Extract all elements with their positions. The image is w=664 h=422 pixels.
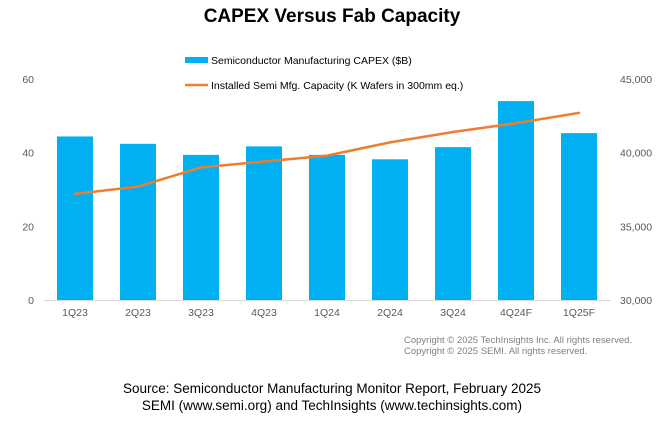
capex-bar-2q24 bbox=[372, 159, 408, 300]
x-axis-tick-label: 4Q24F bbox=[500, 307, 532, 319]
chart-canvas: Semiconductor Manufacturing CAPEX ($B) I… bbox=[22, 55, 652, 319]
capex-bar-4q24f bbox=[498, 101, 534, 300]
right-axis-tick-label: 40,000 bbox=[620, 148, 652, 160]
left-axis-tick-label: 20 bbox=[22, 221, 34, 233]
copyright-semi: Copyright © 2025 SEMI. All rights reserv… bbox=[404, 346, 588, 357]
right-axis-tick-label: 30,000 bbox=[620, 295, 652, 307]
capex-bar-3q23 bbox=[183, 154, 219, 300]
source-line-2: SEMI (www.semi.org) and TechInsights (ww… bbox=[141, 398, 523, 413]
legend-swatch-capex bbox=[185, 57, 208, 63]
capex-bar-3q24 bbox=[435, 147, 471, 300]
left-axis-tick-label: 40 bbox=[22, 148, 34, 160]
x-axis-tick-label: 4Q23 bbox=[251, 307, 277, 319]
copyright-techinsights: Copyright © 2025 TechInsights Inc. All r… bbox=[404, 335, 633, 346]
left-axis-tick-label: 0 bbox=[28, 295, 34, 307]
source-line-1: Source: Semiconductor Manufacturing Moni… bbox=[123, 381, 541, 396]
right-axis-tick-label: 35,000 bbox=[620, 221, 652, 233]
capex-bar-4q23 bbox=[246, 146, 282, 300]
x-axis-tick-label: 2Q24 bbox=[377, 307, 403, 319]
right-axis-tick-label: 45,000 bbox=[620, 74, 652, 86]
capex-bar-1q25f bbox=[561, 133, 597, 300]
legend: Semiconductor Manufacturing CAPEX ($B) I… bbox=[185, 55, 463, 92]
capex-bar-2q23 bbox=[120, 143, 156, 300]
x-axis-tick-label: 3Q23 bbox=[188, 307, 214, 319]
x-axis-tick-label: 2Q23 bbox=[125, 307, 151, 319]
legend-label-capex: Semiconductor Manufacturing CAPEX ($B) bbox=[211, 55, 412, 67]
chart-title: CAPEX Versus Fab Capacity bbox=[203, 6, 461, 27]
capex-bar-1q24 bbox=[309, 154, 345, 300]
legend-label-capacity: Installed Semi Mfg. Capacity (K Wafers i… bbox=[211, 80, 463, 92]
x-axis-tick-label: 3Q24 bbox=[440, 307, 466, 319]
capex-bar-1q23 bbox=[57, 136, 93, 300]
x-axis-tick-label: 1Q25F bbox=[563, 307, 595, 319]
x-axis-tick-label: 1Q24 bbox=[314, 307, 340, 319]
x-axis-tick-label: 1Q23 bbox=[62, 307, 88, 319]
left-axis-tick-label: 60 bbox=[22, 74, 34, 86]
